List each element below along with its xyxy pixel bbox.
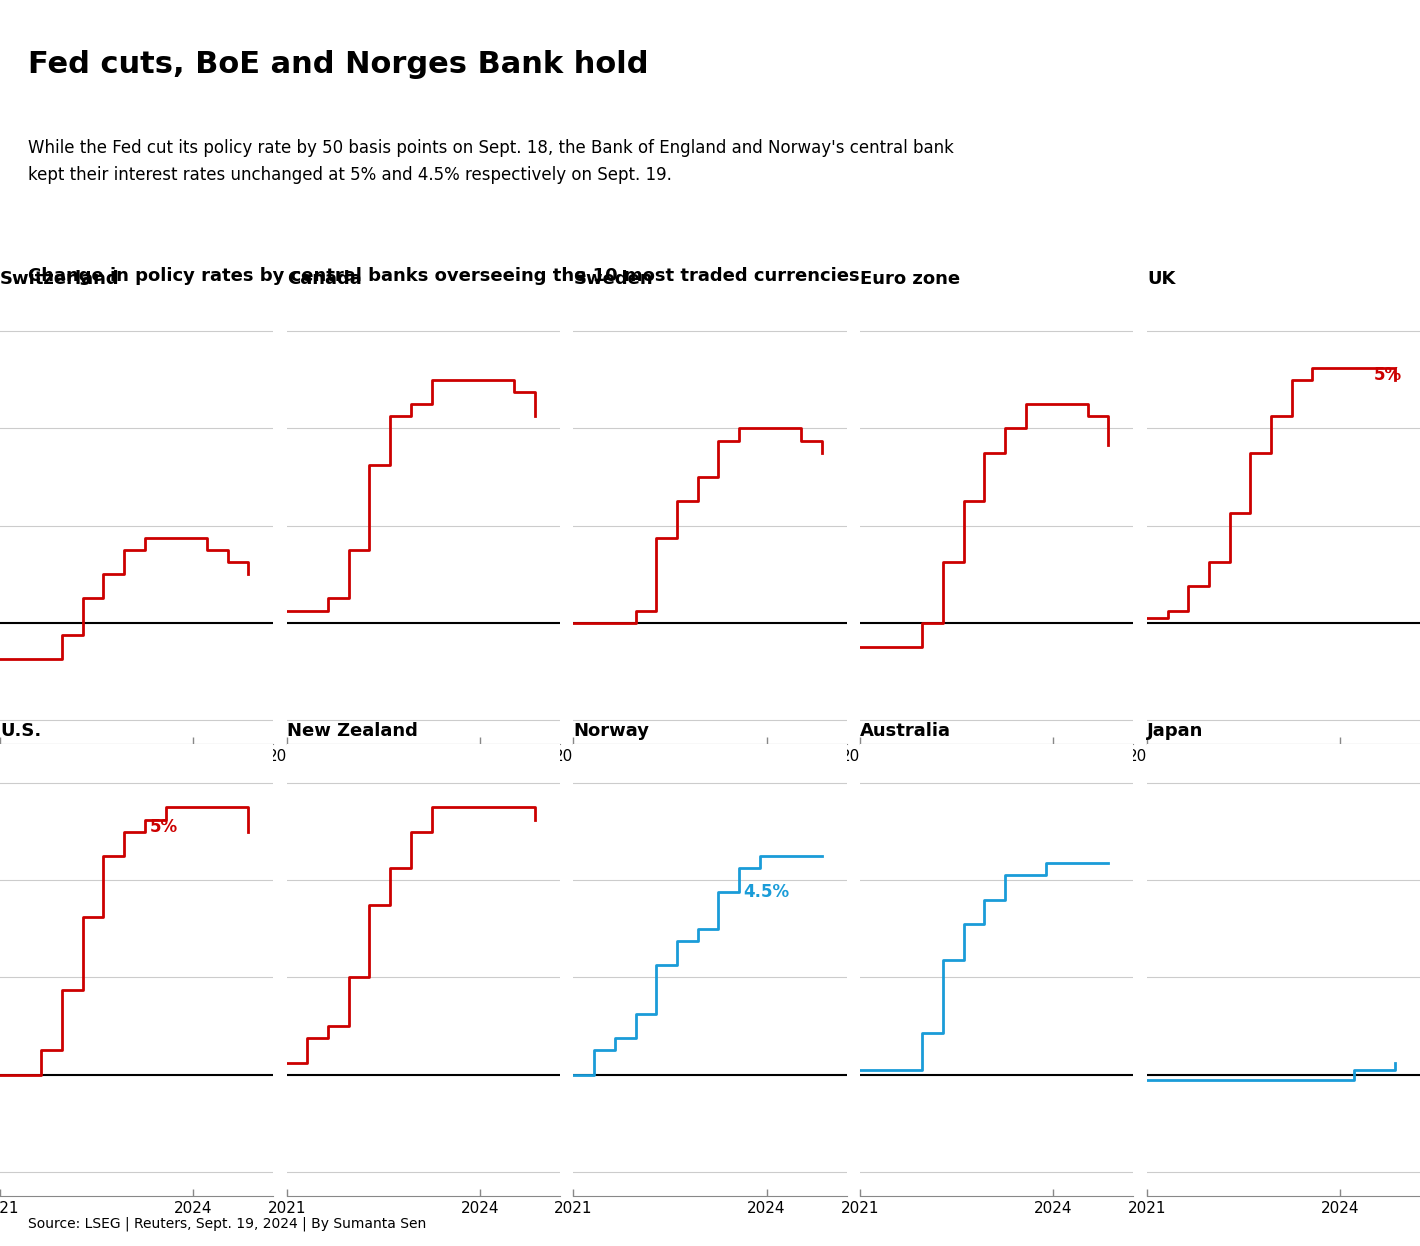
Text: Norway: Norway	[574, 721, 649, 740]
Text: U.S.: U.S.	[0, 721, 41, 740]
Text: Euro zone: Euro zone	[861, 270, 960, 288]
Text: Fed cuts, BoE and Norges Bank hold: Fed cuts, BoE and Norges Bank hold	[28, 50, 649, 80]
Text: 5%: 5%	[1373, 366, 1402, 384]
Text: Sweden: Sweden	[574, 270, 653, 288]
Text: UK: UK	[1147, 270, 1176, 288]
Text: Canada: Canada	[287, 270, 362, 288]
Text: Japan: Japan	[1147, 721, 1203, 740]
Text: Switzerland: Switzerland	[0, 270, 119, 288]
Text: Change in policy rates by central banks overseeing the 10 most traded currencies: Change in policy rates by central banks …	[28, 267, 861, 285]
Text: Australia: Australia	[861, 721, 951, 740]
Text: While the Fed cut its policy rate by 50 basis points on Sept. 18, the Bank of En: While the Fed cut its policy rate by 50 …	[28, 140, 954, 183]
Text: Source: LSEG | Reuters, Sept. 19, 2024 | By Sumanta Sen: Source: LSEG | Reuters, Sept. 19, 2024 |…	[28, 1216, 426, 1231]
Text: New Zealand: New Zealand	[287, 721, 417, 740]
Text: 5%: 5%	[151, 817, 179, 836]
Text: 4.5%: 4.5%	[743, 883, 790, 901]
